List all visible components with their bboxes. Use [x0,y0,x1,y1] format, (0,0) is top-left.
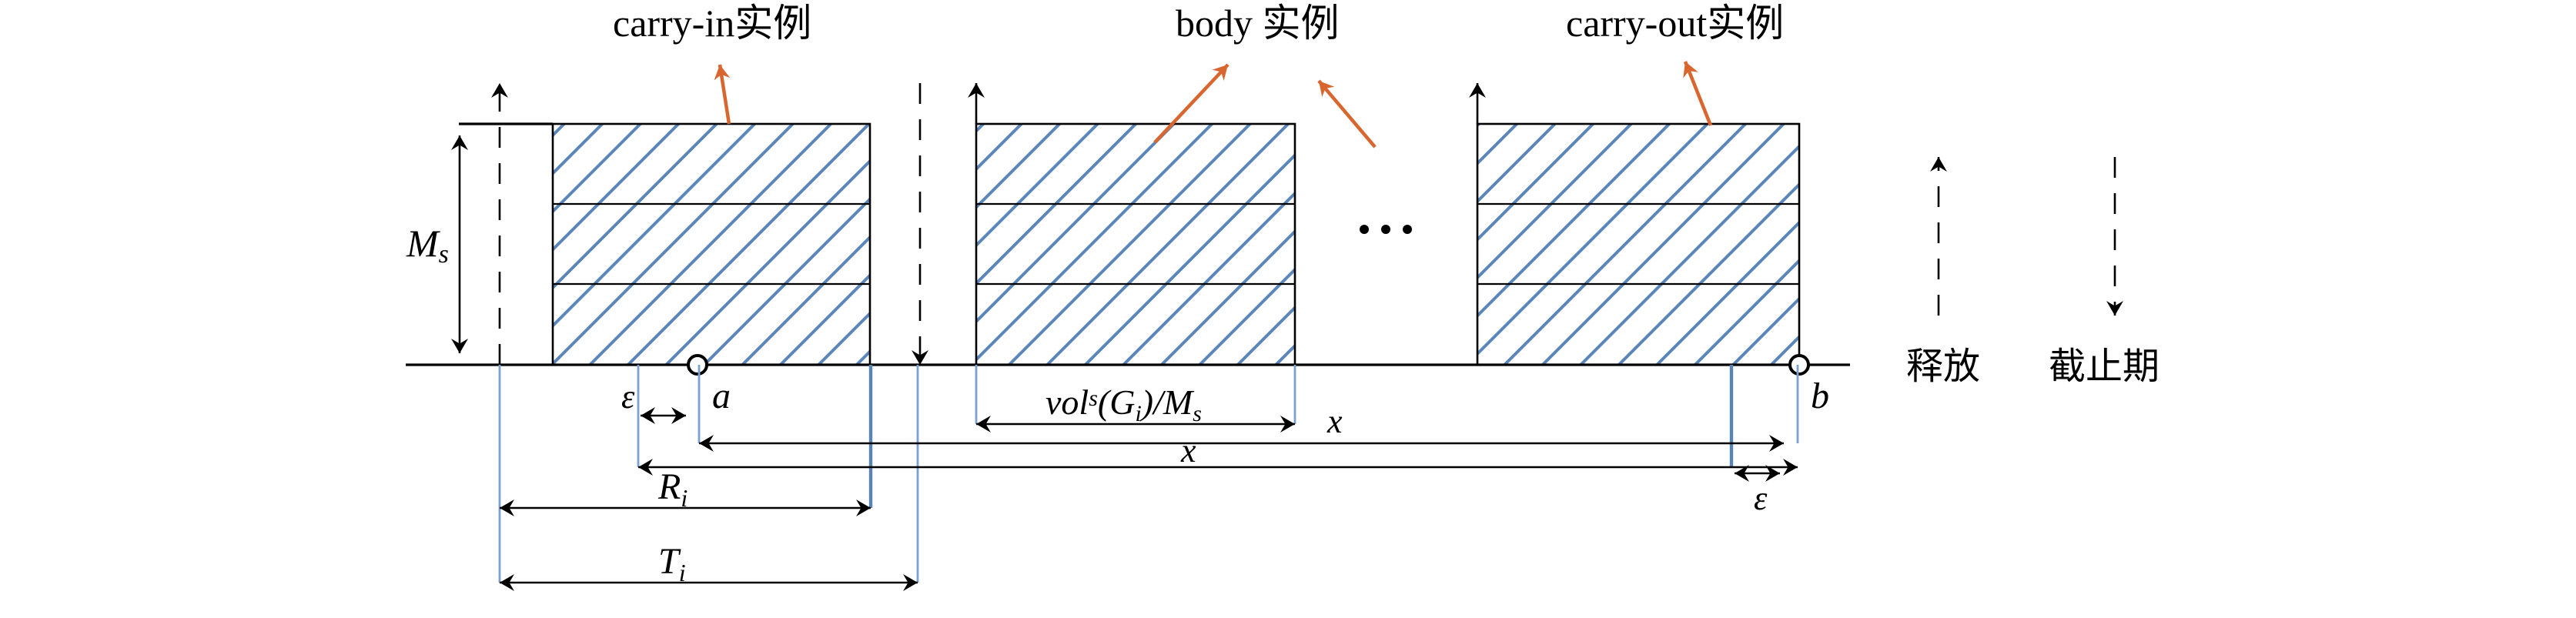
svg-text:carry-in实例: carry-in实例 [613,2,811,45]
svg-text:ε: ε [621,378,635,416]
svg-text:Ms: Ms [406,222,449,269]
svg-text:carry-out实例: carry-out实例 [1566,2,1784,45]
svg-text:b: b [1811,376,1829,416]
svg-text:释放: 释放 [1906,346,1980,387]
svg-text:vols(Gi)/Ms: vols(Gi)/Ms [1045,382,1202,426]
svg-text:Ri: Ri [657,466,687,512]
svg-text:ε: ε [1754,479,1768,517]
svg-text:x: x [1326,403,1343,440]
svg-text:Ti: Ti [658,541,686,586]
svg-text:截止期: 截止期 [2049,346,2159,387]
svg-text:x: x [1180,432,1196,469]
svg-text:body 实例: body 实例 [1176,2,1340,45]
svg-text:a: a [712,376,731,416]
